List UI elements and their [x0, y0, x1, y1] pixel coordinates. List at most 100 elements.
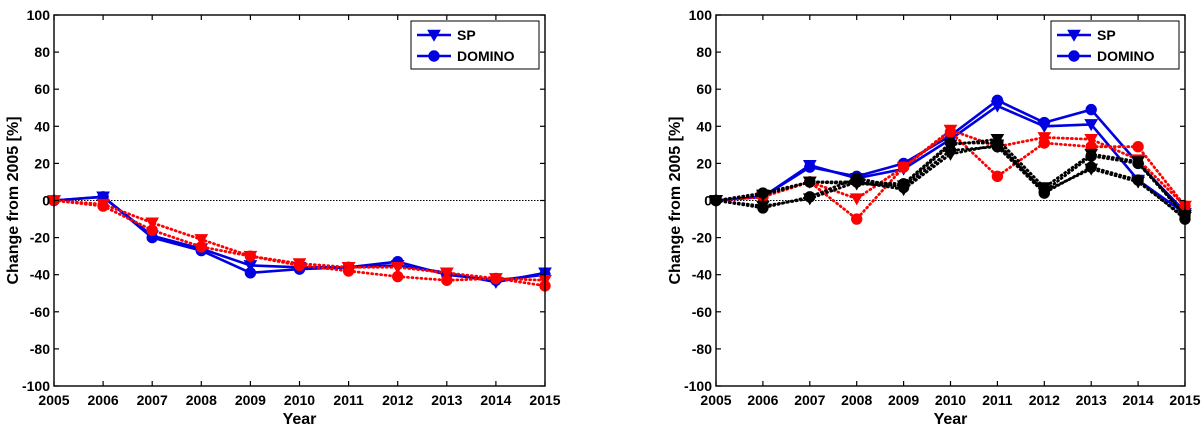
x-tick-label: 2007	[137, 392, 168, 408]
data-point	[1085, 103, 1097, 116]
x-axis-label: Year	[283, 411, 317, 428]
x-tick-label: 2009	[235, 392, 266, 408]
data-point	[194, 234, 209, 247]
data-point	[1084, 133, 1099, 146]
x-tick-label: 2012	[1029, 392, 1060, 408]
data-point	[1038, 187, 1051, 199]
data-point	[195, 241, 208, 253]
data-point	[944, 126, 957, 138]
chart-panel-2: -100 -80 -60 -40 -20 0 20 40 60 80 100 2005 2006 2007…	[667, 7, 1201, 428]
legend-entry: SP	[457, 27, 476, 43]
data-point	[851, 213, 863, 225]
data-point	[244, 250, 257, 262]
data-point	[293, 259, 306, 272]
x-tick-label: 2007	[794, 392, 825, 408]
y-tick-label: -40	[692, 267, 712, 283]
x-tick-label: 2005	[38, 392, 69, 408]
x-tick-label: 2014	[480, 392, 511, 408]
series-2	[48, 191, 551, 286]
data-point	[991, 94, 1004, 107]
x-tick-label: 2015	[1169, 392, 1200, 408]
y-tick-label: 20	[696, 155, 712, 171]
y-tick-label: -80	[692, 341, 712, 357]
data-point	[390, 261, 405, 274]
x-tick-label: 2010	[284, 392, 315, 408]
y-axis-label: Change from 2005 [%]	[667, 116, 684, 284]
data-point	[1084, 119, 1099, 132]
legend-entry: DOMINO	[1097, 48, 1155, 64]
legend-marker	[1067, 29, 1081, 42]
data-point	[849, 193, 864, 206]
legend-entry: DOMINO	[457, 48, 515, 64]
x-tick-label: 2011	[333, 392, 364, 408]
data-point	[1084, 148, 1099, 161]
data-point	[1132, 141, 1144, 153]
data-point	[244, 267, 257, 279]
y-tick-label: 80	[34, 44, 50, 60]
data-point	[145, 217, 160, 230]
data-point	[851, 172, 863, 184]
y-tick-label: 0	[704, 193, 712, 209]
x-tick-label: 2008	[841, 392, 872, 408]
x-tick-label: 2010	[935, 392, 966, 408]
data-point	[1085, 161, 1097, 173]
x-axis-label: Year	[934, 411, 968, 428]
chart-panel-1: -100 -80 -60 -40 -20 0 20 40 60 80 100 2005 2006 2007…	[5, 7, 561, 428]
data-point	[897, 161, 910, 173]
y-tick-label: 0	[42, 193, 50, 209]
y-tick-label: 40	[696, 118, 712, 134]
data-point	[991, 170, 1004, 183]
data-point	[1038, 137, 1051, 149]
legend-marker	[428, 50, 440, 62]
y-tick-label: -100	[22, 378, 50, 394]
x-tick-label: 2012	[382, 392, 413, 408]
y-tick-label: -60	[692, 304, 712, 320]
data-point	[897, 181, 910, 194]
y-tick-label: 40	[34, 118, 50, 134]
x-tick-label: 2013	[431, 392, 462, 408]
y-tick-label: 60	[34, 81, 50, 97]
data-point	[1131, 156, 1145, 169]
y-tick-label: -100	[684, 378, 712, 394]
y-axis-label: Change from 2005 [%]	[5, 116, 22, 284]
x-tick-label: 2015	[529, 392, 560, 408]
data-point	[441, 274, 453, 286]
data-point	[146, 224, 158, 236]
x-tick-label: 2006	[88, 392, 119, 408]
data-point	[342, 265, 355, 277]
y-tick-label: 20	[34, 155, 50, 171]
series-4	[48, 194, 551, 292]
x-tick-label: 2011	[982, 392, 1013, 408]
data-point	[802, 176, 817, 189]
y-tick-label: -20	[692, 230, 712, 246]
y-tick-label: -60	[30, 304, 50, 320]
legend: SP DOMINO	[410, 20, 540, 70]
y-tick-label: 100	[27, 7, 51, 23]
y-tick-label: -80	[30, 341, 50, 357]
data-point	[392, 270, 404, 283]
data-point	[439, 267, 454, 280]
data-point	[1132, 174, 1144, 186]
data-point	[757, 202, 769, 214]
y-tick-label: -20	[30, 230, 50, 246]
data-point	[756, 189, 770, 202]
data-point	[804, 161, 816, 173]
data-point	[991, 141, 1004, 153]
y-tick-label: 60	[696, 81, 712, 97]
legend: SP DOMINO	[1050, 20, 1180, 70]
data-point	[944, 144, 957, 157]
data-point	[490, 272, 502, 285]
data-point	[1038, 116, 1051, 129]
x-tick-label: 2014	[1123, 392, 1154, 408]
data-point	[990, 133, 1005, 146]
x-tick-label: 2013	[1076, 392, 1107, 408]
y-tick-label: 100	[689, 7, 713, 23]
data-point	[97, 200, 109, 212]
x-tick-label: 2009	[888, 392, 919, 408]
legend-marker	[1068, 50, 1080, 62]
x-tick-label: 2006	[747, 392, 778, 408]
x-tick-label: 2008	[186, 392, 217, 408]
legend-marker	[427, 29, 441, 42]
y-tick-label: -40	[30, 267, 50, 283]
